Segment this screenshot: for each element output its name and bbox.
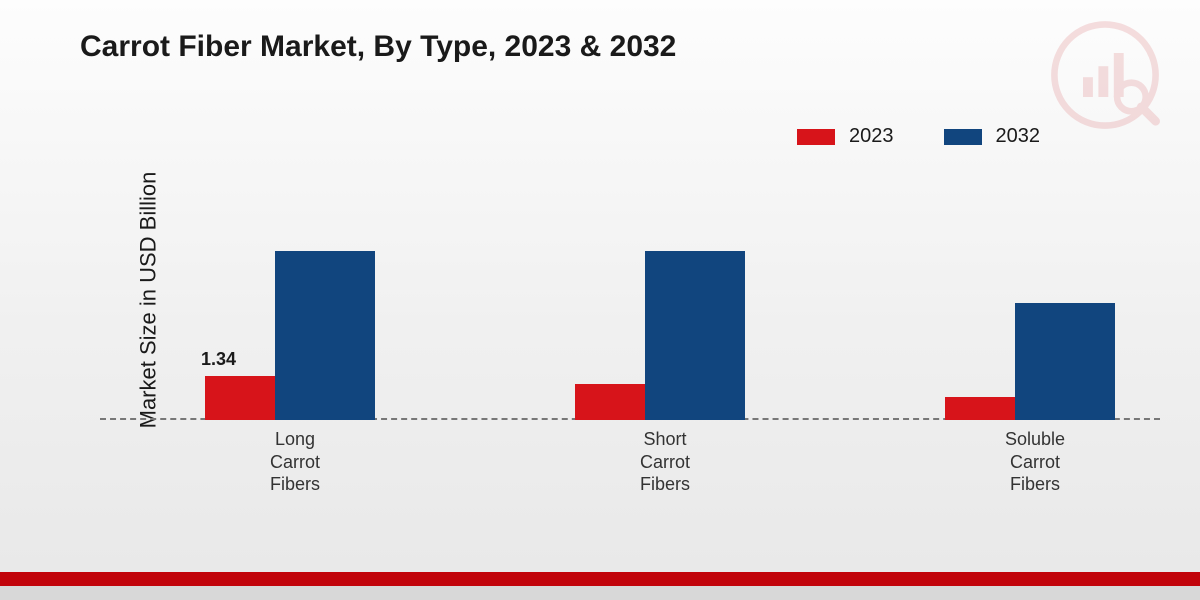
footer-stripe-grey: [0, 586, 1200, 600]
legend-item-2023: 2023: [797, 125, 894, 148]
brand-watermark-icon: [1050, 20, 1160, 130]
category-label-short: Short Carrot Fibers: [585, 428, 745, 496]
bar-value-long: 1.34: [201, 349, 236, 370]
legend-label-2023: 2023: [849, 125, 894, 148]
legend-label-2032: 2032: [996, 125, 1041, 148]
category-label-soluble: Soluble Carrot Fibers: [955, 428, 1115, 496]
bar-2032-long: [275, 251, 375, 420]
chart-plot-area: 1.34: [100, 160, 1160, 420]
legend-swatch-2032: [944, 129, 982, 145]
bar-2023-soluble: [945, 397, 1015, 420]
chart-title: Carrot Fiber Market, By Type, 2023 & 203…: [80, 30, 676, 64]
bar-2032-short: [645, 251, 745, 420]
legend: 2023 2032: [797, 125, 1040, 148]
bar-2023-long: [205, 376, 275, 420]
bar-2032-soluble: [1015, 303, 1115, 420]
category-labels: Long Carrot Fibers Short Carrot Fibers Sol…: [100, 428, 1160, 518]
legend-swatch-2023: [797, 129, 835, 145]
footer-stripe-red: [0, 572, 1200, 586]
bar-2023-short: [575, 384, 645, 420]
category-label-long: Long Carrot Fibers: [215, 428, 375, 496]
legend-item-2032: 2032: [944, 125, 1041, 148]
